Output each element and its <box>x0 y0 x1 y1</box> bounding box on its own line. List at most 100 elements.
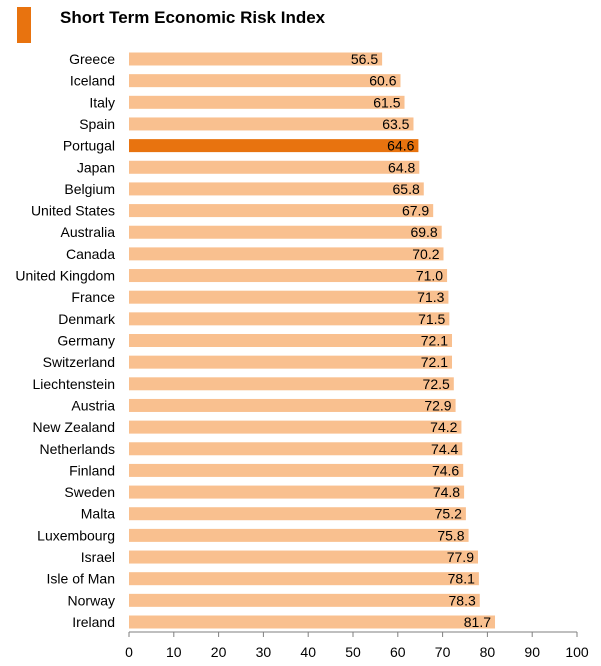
value-label: 61.5 <box>373 94 400 110</box>
bar-finland <box>129 463 464 477</box>
bar-spain <box>129 117 414 131</box>
value-label: 71.0 <box>416 268 443 284</box>
category-label: Ireland <box>72 614 115 630</box>
value-label: 78.3 <box>449 592 476 608</box>
bar-iceland <box>129 74 401 88</box>
value-label: 74.2 <box>430 419 457 435</box>
category-labels-layer: Greece Iceland Italy Spain Portugal Japan Belg… <box>15 51 116 630</box>
bar-japan <box>129 160 420 174</box>
bar-canada <box>129 247 444 261</box>
category-label: Denmark <box>58 311 116 327</box>
value-label: 56.5 <box>351 51 378 67</box>
category-label: Greece <box>69 51 115 67</box>
category-label: New Zealand <box>33 419 116 435</box>
x-tick-label: 70 <box>435 644 451 660</box>
category-label: Sweden <box>64 484 115 500</box>
x-tick-label: 40 <box>300 644 316 660</box>
value-label: 81.7 <box>464 614 491 630</box>
bar-sweden <box>129 485 465 499</box>
category-label: Malta <box>81 506 115 522</box>
bar-greece <box>129 52 383 66</box>
x-tick-label: 100 <box>565 644 589 660</box>
value-label: 60.6 <box>369 73 396 89</box>
value-label: 74.8 <box>433 484 460 500</box>
bar-norway <box>129 593 480 607</box>
category-label: Austria <box>71 397 115 413</box>
chart-title: Short Term Economic Risk Index <box>60 8 326 27</box>
bar-united-states <box>129 204 434 218</box>
bar-ireland <box>129 615 496 629</box>
bar-denmark <box>129 312 450 326</box>
x-tick-label: 0 <box>125 644 133 660</box>
value-label: 77.9 <box>447 549 474 565</box>
title-accent-bar <box>17 7 31 43</box>
category-label: Iceland <box>70 73 115 89</box>
value-label: 72.1 <box>421 333 448 349</box>
value-label: 65.8 <box>393 181 420 197</box>
value-label: 75.8 <box>437 527 464 543</box>
value-label: 64.8 <box>388 159 415 175</box>
category-label: France <box>71 289 115 305</box>
category-label: Spain <box>79 116 115 132</box>
bar-australia <box>129 225 442 239</box>
x-tick-label: 10 <box>166 644 182 660</box>
x-tick-label: 30 <box>256 644 272 660</box>
bar-france <box>129 290 449 304</box>
bar-malta <box>129 507 466 521</box>
category-label: Australia <box>61 224 116 240</box>
category-label: United States <box>31 203 115 219</box>
category-label: Belgium <box>64 181 115 197</box>
value-labels-layer: 56.5 60.6 61.5 63.5 64.6 64.8 65.8 67.9 69.8 70.2… <box>351 51 491 630</box>
category-label: Isle of Man <box>47 571 115 587</box>
bar-italy <box>129 95 405 109</box>
bar-belgium <box>129 182 424 196</box>
x-tick-label: 80 <box>480 644 496 660</box>
value-label: 71.3 <box>417 289 444 305</box>
bar-liechtenstein <box>129 377 454 391</box>
x-tick-label: 50 <box>345 644 361 660</box>
bar-luxembourg <box>129 528 469 542</box>
bar-new-zealand <box>129 420 462 434</box>
value-label: 71.5 <box>418 311 445 327</box>
category-label: Switzerland <box>43 354 115 370</box>
value-label: 75.2 <box>435 506 462 522</box>
value-label: 72.9 <box>424 397 451 413</box>
category-label: Canada <box>66 246 115 262</box>
value-label: 72.1 <box>421 354 448 370</box>
x-tick-label: 60 <box>390 644 406 660</box>
bar-israel <box>129 550 478 564</box>
category-label: United Kingdom <box>15 268 115 284</box>
value-label: 63.5 <box>382 116 409 132</box>
bar-switzerland <box>129 355 453 369</box>
category-label: Liechtenstein <box>32 376 115 392</box>
category-label: Japan <box>77 159 115 175</box>
value-label: 64.6 <box>387 138 414 154</box>
bar-isle-of-man <box>129 572 479 586</box>
category-label: Israel <box>81 549 115 565</box>
bar-netherlands <box>129 442 463 456</box>
value-label: 70.2 <box>412 246 439 262</box>
bar-germany <box>129 334 453 347</box>
bar-portugal <box>129 139 419 153</box>
bar-austria <box>129 398 456 412</box>
value-label: 78.1 <box>448 571 475 587</box>
bar-united-kingdom <box>129 269 448 283</box>
value-label: 72.5 <box>423 376 450 392</box>
bars-layer <box>129 52 496 629</box>
value-label: 69.8 <box>410 224 437 240</box>
category-label: Italy <box>89 94 115 110</box>
category-label: Netherlands <box>40 441 116 457</box>
value-label: 74.4 <box>431 441 458 457</box>
value-label: 74.6 <box>432 462 459 478</box>
x-tick-label: 20 <box>211 644 227 660</box>
category-label: Portugal <box>63 138 115 154</box>
category-label: Luxembourg <box>37 527 115 543</box>
category-label: Finland <box>69 462 115 478</box>
category-label: Norway <box>68 592 115 608</box>
x-tick-label: 90 <box>524 644 540 660</box>
x-axis: 0 10 20 30 40 50 60 70 80 90 100 <box>125 631 589 660</box>
value-label: 67.9 <box>402 203 429 219</box>
category-label: Germany <box>57 333 115 349</box>
